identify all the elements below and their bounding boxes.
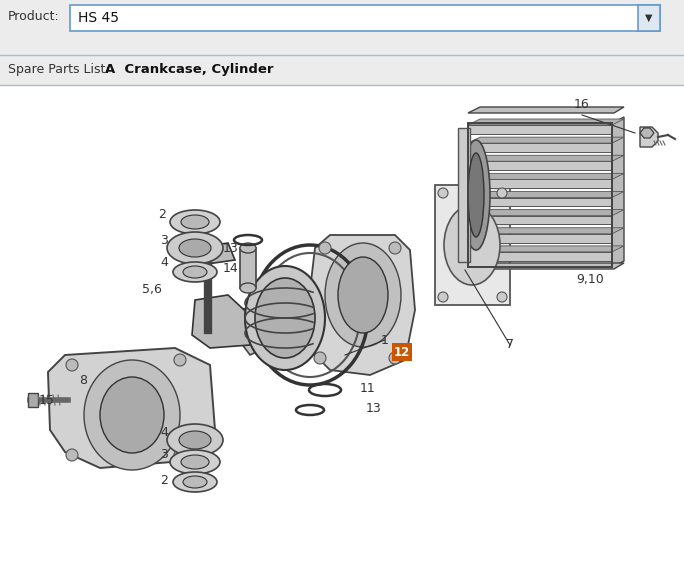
Bar (240, 248, 256, 288)
Polygon shape (458, 128, 470, 262)
Text: 11: 11 (360, 381, 376, 395)
Polygon shape (228, 308, 285, 358)
Polygon shape (310, 235, 415, 375)
Ellipse shape (167, 424, 223, 456)
Ellipse shape (181, 455, 209, 469)
Ellipse shape (170, 450, 220, 474)
Polygon shape (468, 234, 612, 243)
Ellipse shape (389, 352, 401, 364)
Ellipse shape (179, 239, 211, 257)
Polygon shape (468, 173, 624, 179)
Polygon shape (48, 348, 215, 468)
Ellipse shape (444, 205, 500, 285)
Polygon shape (640, 127, 658, 147)
Text: 12: 12 (394, 345, 410, 358)
Polygon shape (612, 117, 624, 267)
Ellipse shape (438, 292, 448, 302)
Ellipse shape (319, 242, 331, 254)
Text: 3: 3 (160, 234, 168, 247)
Polygon shape (468, 143, 612, 152)
Ellipse shape (183, 476, 207, 488)
Ellipse shape (462, 140, 490, 250)
Ellipse shape (174, 449, 186, 461)
Polygon shape (468, 198, 612, 207)
Text: Product:: Product: (8, 11, 60, 24)
Polygon shape (468, 209, 624, 216)
Text: 9,10: 9,10 (576, 273, 604, 286)
Bar (0, 85, 684, 566)
Ellipse shape (338, 257, 388, 333)
Ellipse shape (66, 449, 78, 461)
Ellipse shape (170, 210, 220, 234)
Polygon shape (192, 295, 255, 348)
Text: Spare Parts List:: Spare Parts List: (8, 63, 109, 76)
Ellipse shape (314, 352, 326, 364)
Ellipse shape (497, 188, 507, 198)
Polygon shape (640, 128, 654, 138)
Polygon shape (468, 155, 624, 161)
Bar (70, 5, 660, 31)
Bar (0, 55, 684, 85)
Ellipse shape (179, 431, 211, 449)
Text: 5,6: 5,6 (142, 284, 162, 297)
Text: 4: 4 (160, 256, 168, 269)
Ellipse shape (167, 232, 223, 264)
Text: 2: 2 (160, 474, 168, 487)
Text: 2: 2 (158, 208, 166, 221)
Text: A  Crankcase, Cylinder: A Crankcase, Cylinder (105, 63, 274, 76)
Text: 3: 3 (160, 448, 168, 461)
Ellipse shape (173, 472, 217, 492)
Ellipse shape (183, 266, 207, 278)
Polygon shape (468, 252, 612, 261)
Ellipse shape (255, 278, 315, 358)
Text: 13: 13 (366, 401, 382, 414)
Polygon shape (468, 228, 624, 234)
Text: 8: 8 (79, 374, 87, 387)
Text: 15: 15 (39, 393, 55, 406)
Ellipse shape (497, 292, 507, 302)
Polygon shape (28, 393, 38, 407)
Polygon shape (195, 243, 235, 265)
Polygon shape (468, 263, 624, 269)
Text: 7: 7 (506, 338, 514, 351)
Polygon shape (468, 161, 612, 170)
Ellipse shape (174, 354, 186, 366)
Ellipse shape (181, 215, 209, 229)
Polygon shape (468, 137, 624, 143)
Text: 1: 1 (381, 333, 389, 346)
Text: 16: 16 (574, 98, 590, 112)
Ellipse shape (240, 243, 256, 253)
Ellipse shape (100, 377, 164, 453)
Text: 4: 4 (160, 426, 168, 439)
Ellipse shape (84, 360, 180, 470)
Bar (0, 0, 684, 55)
Polygon shape (468, 179, 612, 188)
Polygon shape (435, 185, 510, 305)
Text: 13: 13 (223, 242, 239, 255)
Ellipse shape (240, 283, 256, 293)
Ellipse shape (245, 266, 325, 370)
Bar (638, 5, 660, 31)
Polygon shape (468, 191, 624, 198)
Polygon shape (468, 216, 612, 225)
Ellipse shape (173, 262, 217, 282)
Ellipse shape (468, 153, 484, 237)
Ellipse shape (389, 242, 401, 254)
Text: HS 45: HS 45 (78, 11, 119, 25)
Ellipse shape (438, 188, 448, 198)
Polygon shape (468, 107, 624, 113)
Ellipse shape (66, 359, 78, 371)
Polygon shape (468, 119, 624, 125)
Text: ▼: ▼ (645, 13, 653, 23)
Ellipse shape (325, 243, 401, 347)
Polygon shape (468, 125, 612, 134)
Text: 14: 14 (223, 261, 239, 275)
Polygon shape (468, 246, 624, 252)
